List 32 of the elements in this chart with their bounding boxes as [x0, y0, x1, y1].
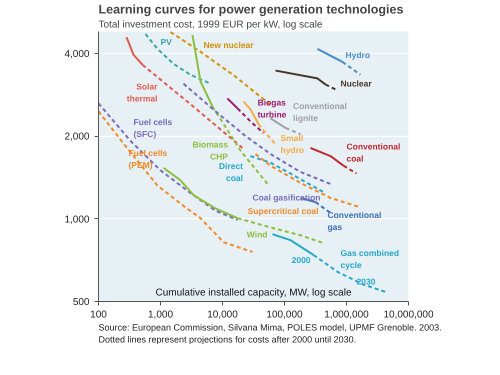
annotation: Conventional lignite [293, 100, 347, 123]
annotation: Biomass CHP [192, 140, 228, 162]
annotation: Coal gasification [252, 192, 320, 203]
annotation: New nuclear [204, 40, 254, 50]
annotation: Biogas turbine [258, 97, 287, 120]
annotation: PV [160, 36, 172, 47]
annotation: Gas combined cycle [340, 248, 400, 270]
annotation: Supercritical coal [248, 206, 319, 216]
annotation: Conventional coal [346, 142, 400, 164]
annotation: Hydro [345, 50, 370, 60]
x-tick-label: 10,000,000 [383, 310, 434, 320]
annotation: Nuclear [340, 78, 372, 88]
annotation: Conventional gas [327, 210, 382, 232]
x-tick-label: 1,000,000 [324, 310, 370, 320]
x-tick-label: 100,000 [266, 310, 304, 320]
y-tick-label: 2,000 [64, 132, 90, 143]
chart-title: Learning curves for power generation technologies [98, 2, 404, 16]
y-tick-label: 1,000 [64, 214, 90, 226]
chart-subtitle: Total investment cost, 1999 EUR per kW, log scale [98, 20, 323, 30]
x-tick-label: 100 [90, 310, 108, 320]
annotation: 2000 [292, 255, 311, 266]
annotation: Direct coal [218, 161, 244, 184]
x-tick-label: 10,000 [207, 310, 238, 320]
source-note: Source: European Commission, Silvana Mima, POLES model, UPMF Grenoble. 2003. Dotted lines represent projections for costs after 2000 until 2030. [98, 322, 442, 344]
annotation: Fuel cells (SFC) [133, 116, 172, 139]
x-axis-title: Cumulative installed capacity, MW, log scale [155, 288, 352, 298]
annotation: Wind [246, 229, 268, 240]
y-tick-label: 4,000 [64, 48, 90, 60]
x-tick-label: 1,000 [148, 310, 174, 320]
annotation: Small hydro [280, 133, 304, 156]
y-tick-label: 500 [72, 297, 90, 308]
annotation: Solar thermal [126, 82, 158, 104]
